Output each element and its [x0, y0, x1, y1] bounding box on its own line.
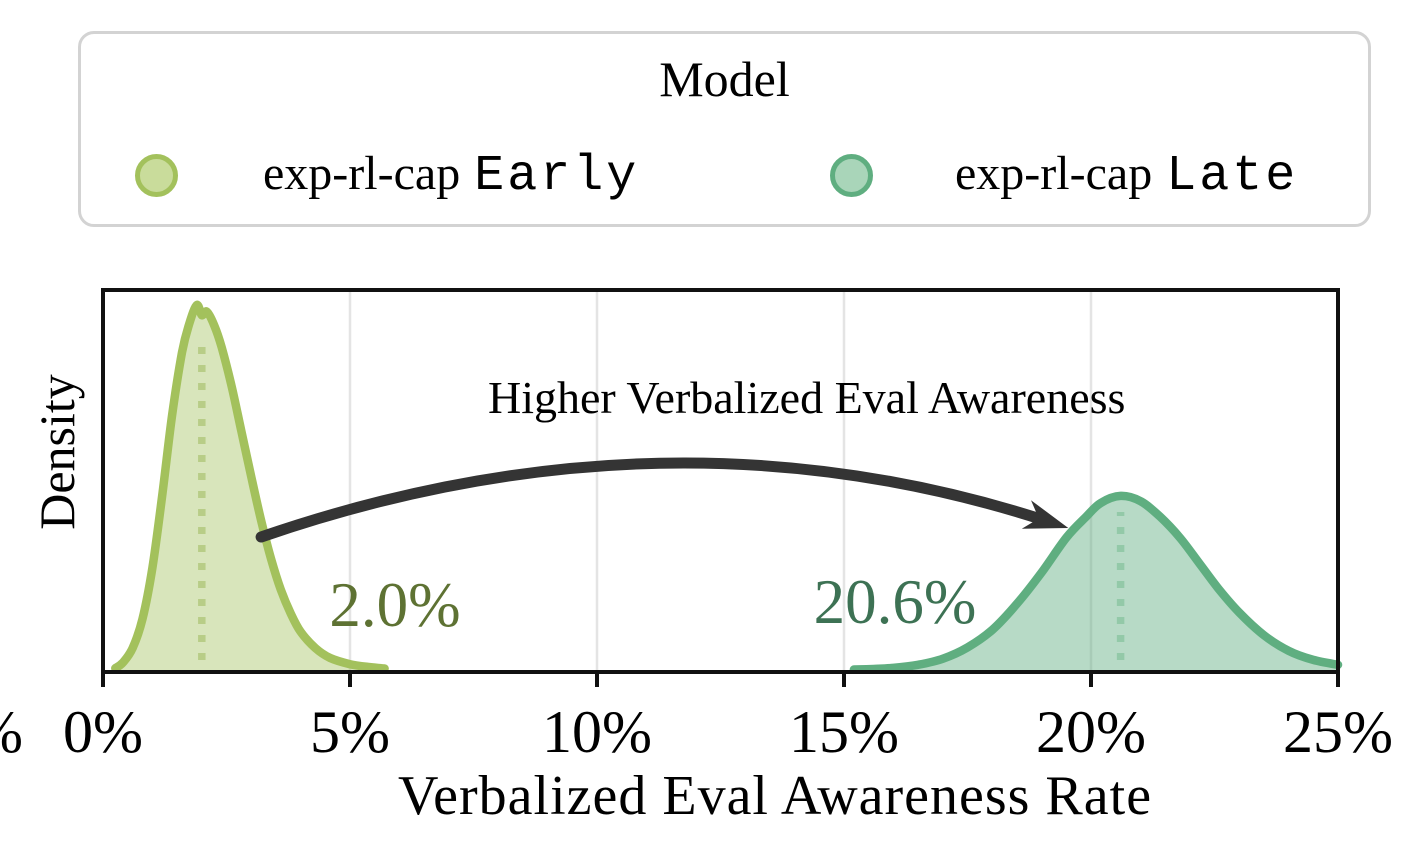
mode-label-late: 20.6% [813, 567, 977, 637]
legend-label-early-mono: Early [474, 148, 640, 205]
x-tick-label: 5% [310, 699, 390, 765]
legend-label-late-mono: Late [1166, 148, 1299, 205]
y-axis-title: Density [29, 374, 85, 530]
legend-marker-late-icon [830, 154, 873, 197]
clipped-tick-label: % [0, 698, 23, 767]
legend-label-late-serif: exp-rl-cap [955, 147, 1153, 200]
x-axis-title: Verbalized Eval Awareness Rate [397, 765, 1153, 827]
density-curve-early [111, 300, 389, 673]
density-curve-late [849, 491, 1343, 674]
x-axis-ticks [101, 672, 1340, 687]
x-tick-label: 0% [63, 699, 143, 765]
gridlines [348, 292, 1093, 670]
legend-title: Model [659, 51, 790, 107]
density-area-late [853, 495, 1338, 670]
mode-label-early: 2.0% [329, 570, 461, 640]
legend-box [78, 31, 1371, 227]
annotation-text: Higher Verbalized Eval Awareness [488, 372, 1126, 423]
legend-label-late: exp-rl-cap Late [955, 146, 1298, 205]
plot-border [101, 288, 1340, 674]
annotation-arrow [255, 457, 1050, 543]
legend-label-early-serif: exp-rl-cap [263, 147, 461, 200]
annotation-arrow-head [1021, 500, 1069, 529]
x-tick-label: 25% [1283, 699, 1393, 765]
x-tick-label: 20% [1036, 699, 1146, 765]
x-tick-label: 10% [542, 699, 652, 765]
legend-label-early: exp-rl-cap Early [263, 146, 639, 205]
x-tick-label: 15% [789, 699, 899, 765]
legend-marker-early-icon [135, 154, 178, 197]
